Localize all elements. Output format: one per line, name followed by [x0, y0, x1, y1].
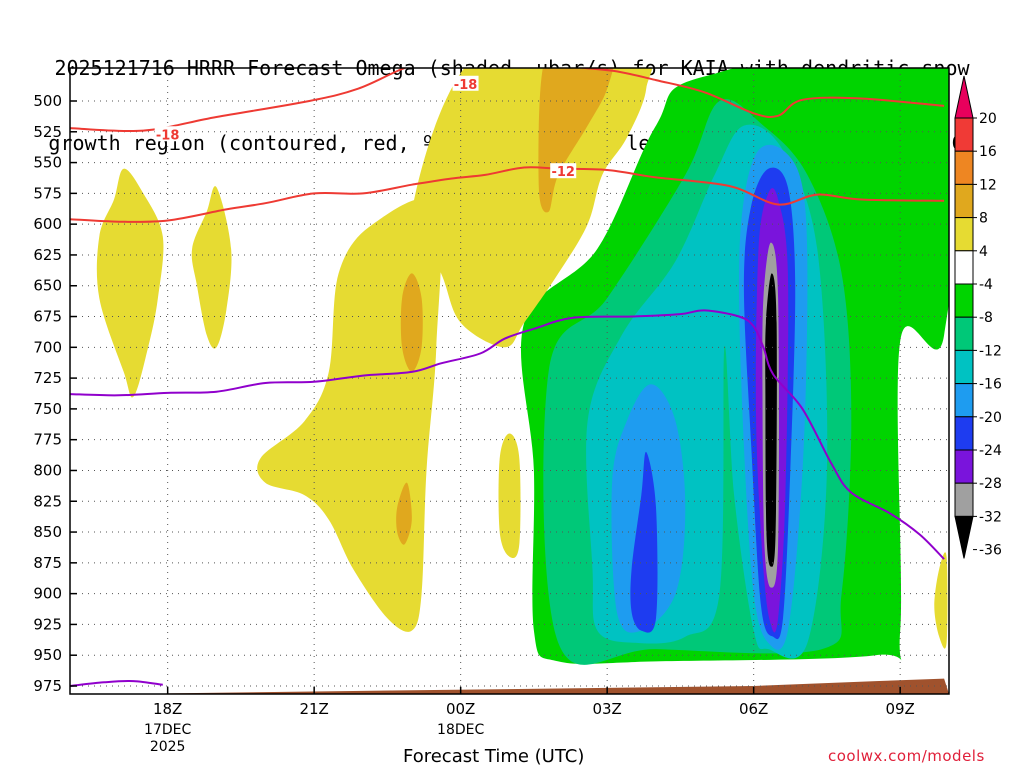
date-label-line: 18DEC: [437, 722, 485, 738]
y-tick-label-800: 800: [33, 461, 62, 479]
contour-freezing-level: [70, 309, 945, 560]
y-tick-label-525: 525: [33, 123, 62, 141]
y-tick-label-725: 725: [33, 369, 62, 387]
omega-region-8-19: [400, 273, 423, 372]
contour-dgz-minus-12: [70, 166, 945, 223]
y-tick-label-600: 600: [33, 215, 62, 233]
y-tick-label-875: 875: [33, 554, 62, 572]
colorbar-swatch-7: [954, 316, 974, 351]
omega-region-4-14: [191, 186, 232, 349]
colorbar-swatch-10: [954, 416, 974, 451]
colorbar-swatch-11: [954, 449, 974, 484]
colorbar-label--20: -20: [979, 410, 1002, 426]
colorbar-swatch-9: [954, 383, 974, 418]
colorbar-extend-top: [954, 75, 974, 119]
omega-region-4-16: [498, 433, 521, 559]
contour-label-bg-dgz-minus-12-0: [550, 163, 577, 179]
y-tick-label-925: 925: [33, 615, 62, 633]
colorbar-label-8: 8: [979, 211, 988, 227]
colorbar-label--24: -24: [979, 443, 1002, 459]
credit-link[interactable]: coolwx.com/models: [828, 747, 985, 765]
omega-region-4-12: [410, 68, 653, 348]
colorbar-label--28: -28: [979, 476, 1002, 492]
y-tick-label-500: 500: [33, 92, 62, 110]
colorbar-label--16: -16: [979, 377, 1002, 393]
colorbar-swatch-1: [954, 117, 974, 152]
colorbar-label--32: -32: [979, 509, 1002, 525]
colorbar-label--36: -36: [979, 543, 1002, 559]
y-tick-label-775: 775: [33, 431, 62, 449]
colorbar-label-12: 12: [979, 177, 997, 193]
contour-label-dgz-minus-12-0: -12: [551, 165, 575, 180]
y-tick-label-675: 675: [33, 308, 62, 326]
y-tick-label-575: 575: [33, 184, 62, 202]
date-label-line: 2025: [149, 739, 186, 755]
x-tick-label-00Z: 00Z: [446, 700, 475, 718]
colorbar-label-16: 16: [979, 144, 997, 160]
x-axis-label: Forecast Time (UTC): [403, 746, 585, 767]
y-tick-label-750: 750: [33, 400, 62, 418]
omega-region--20-4: [630, 451, 658, 633]
colorbar-label-4: 4: [979, 244, 988, 260]
date-label-0: 17DEC 2025: [133, 722, 203, 756]
colorbar-swatch-3: [954, 183, 974, 219]
contour-freezing-level-low: [70, 680, 163, 687]
y-tick-label-700: 700: [33, 338, 62, 356]
terrain-fill: [70, 678, 949, 694]
omega-region-8-20: [396, 482, 412, 545]
date-label-1: 18DEC: [426, 722, 496, 739]
omega-region--36-10: [765, 273, 777, 567]
contour-label-dgz-minus-18-1: -18: [454, 78, 478, 93]
omega-region-4-17: [934, 552, 948, 649]
contour-label-bg-dgz-minus-18-1: [452, 75, 479, 91]
y-tick-label-625: 625: [33, 246, 62, 264]
omega-region-4-15: [257, 198, 442, 632]
colorbar-label--4: -4: [979, 277, 993, 293]
colorbar-swatch-4: [954, 217, 974, 252]
colorbar-label--8: -8: [979, 310, 993, 326]
y-tick-label-950: 950: [33, 646, 62, 664]
y-tick-label-650: 650: [33, 277, 62, 295]
contour-label-dgz-minus-18-0: -18: [156, 128, 180, 143]
colorbar-swatch-8: [954, 349, 974, 385]
x-tick-label-21Z: 21Z: [299, 700, 328, 718]
x-tick-label-06Z: 06Z: [739, 700, 768, 718]
date-label-line: 17DEC: [144, 722, 192, 738]
y-tick-label-900: 900: [33, 585, 62, 603]
y-tick-label-850: 850: [33, 523, 62, 541]
colorbar-label--12: -12: [979, 343, 1002, 359]
colorbar-swatch-12: [954, 482, 974, 517]
x-tick-label-18Z: 18Z: [153, 700, 182, 718]
x-tick-label-03Z: 03Z: [592, 700, 621, 718]
contour-label-bg-dgz-minus-18-0: [154, 126, 181, 142]
colorbar-extend-bottom: [954, 515, 974, 559]
contour-dgz-minus-18: [70, 68, 945, 133]
x-tick-label-09Z: 09Z: [885, 700, 914, 718]
omega-region-4-13: [96, 168, 164, 398]
colorbar-swatch-2: [954, 150, 974, 185]
colorbar-swatch-5: [954, 250, 974, 285]
colorbar-swatch-6: [954, 283, 974, 318]
y-tick-label-825: 825: [33, 492, 62, 510]
y-tick-label-975: 975: [33, 677, 62, 695]
plot-frame: [69, 67, 950, 695]
y-tick-label-550: 550: [33, 154, 62, 172]
colorbar-label-20: 20: [979, 111, 997, 127]
